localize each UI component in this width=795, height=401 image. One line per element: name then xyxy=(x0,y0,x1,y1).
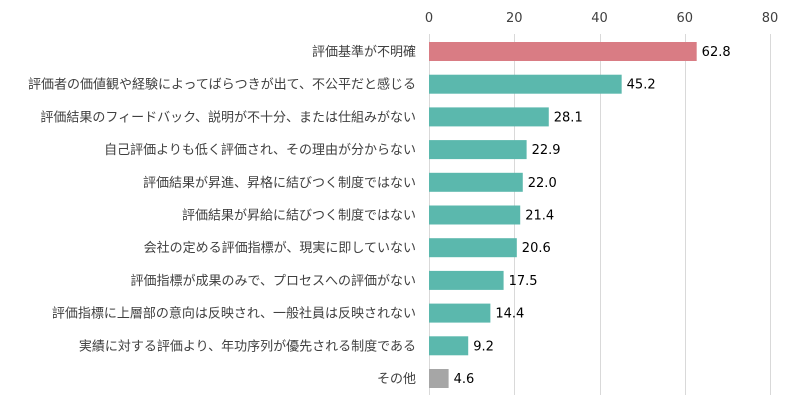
bar xyxy=(429,172,523,192)
bar xyxy=(429,270,504,290)
value-label: 45.2 xyxy=(627,78,656,93)
bar xyxy=(429,303,491,323)
bar xyxy=(429,107,549,127)
category-label: 評価結果が昇進、昇格に結びつく制度ではない xyxy=(143,175,416,191)
value-label: 62.8 xyxy=(702,45,731,60)
bar xyxy=(429,42,697,61)
bar xyxy=(429,369,449,388)
x-tick-label: 80 xyxy=(762,11,779,26)
category-label: 評価基準が不明確 xyxy=(312,44,416,60)
bar xyxy=(429,336,469,356)
value-labels: 62.8 45.2 28.1 22.9 22.0 21.4 20.6 17.5 14.4 9.2 4… xyxy=(454,45,731,387)
bar xyxy=(429,140,527,160)
value-label: 28.1 xyxy=(554,110,583,125)
x-tick-label: 20 xyxy=(506,11,523,26)
category-label: 評価指標が成果のみで、プロセスへの評価がない xyxy=(131,274,416,289)
x-tick-label: 0 xyxy=(425,11,433,26)
category-label: 評価者の価値観や経験によってばらつきが出て、不公平だと感じる xyxy=(28,77,416,93)
value-label: 9.2 xyxy=(473,339,494,354)
category-label: 会社の定める評価指標が、現実に即していない xyxy=(144,240,416,256)
category-label: 自己評価よりも低く評価され、その理由が分からない xyxy=(104,143,416,158)
value-label: 20.6 xyxy=(522,241,551,256)
bar xyxy=(429,238,517,258)
category-label: 評価結果のフィードバック、説明が不十分、または仕組みがない xyxy=(40,109,416,125)
category-label: 評価指標に上層部の意向は反映され、一般社員は反映されない xyxy=(52,306,416,322)
value-label: 14.4 xyxy=(495,307,524,322)
bar xyxy=(429,205,521,225)
category-label: 実績に対する評価より、年功序列が優先される制度である xyxy=(79,338,416,354)
gridlines xyxy=(429,34,771,395)
value-label: 4.6 xyxy=(454,372,475,387)
bar xyxy=(429,74,622,94)
category-labels: 評価基準が不明確評価者の価値観や経験によってばらつきが出て、不公平だと感じる評価… xyxy=(28,44,416,387)
value-label: 17.5 xyxy=(509,274,538,289)
category-label: その他 xyxy=(377,372,416,387)
category-label: 評価結果が昇給に結びつく制度ではない xyxy=(182,208,416,224)
bars xyxy=(429,42,697,388)
x-tick-label: 40 xyxy=(591,11,608,26)
value-label: 21.4 xyxy=(525,209,554,224)
x-axis-ticks: 0 20 40 60 80 xyxy=(425,11,778,26)
x-tick-label: 60 xyxy=(676,11,693,26)
value-label: 22.9 xyxy=(532,143,561,158)
value-label: 22.0 xyxy=(528,176,557,191)
